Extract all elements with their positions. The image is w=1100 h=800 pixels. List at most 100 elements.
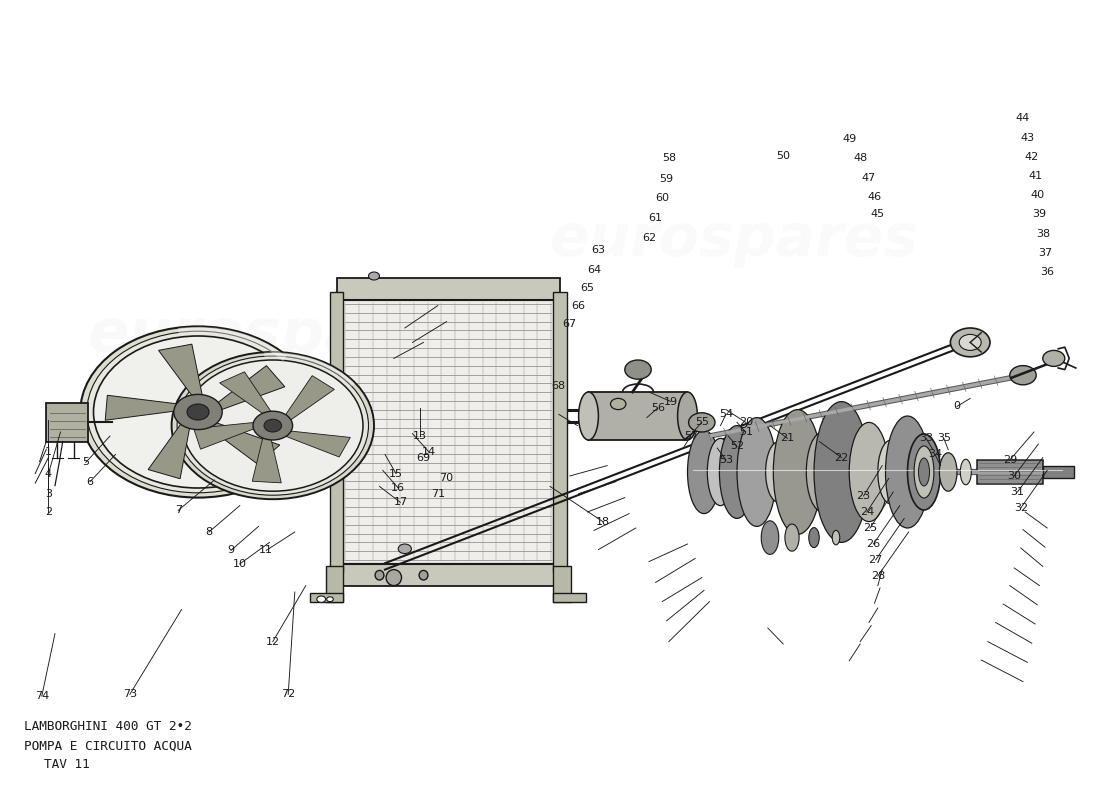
Circle shape: [610, 398, 626, 410]
Circle shape: [625, 360, 651, 379]
Circle shape: [950, 328, 990, 357]
Text: 8: 8: [206, 527, 212, 537]
Text: 16: 16: [392, 483, 405, 493]
Text: 73: 73: [123, 690, 136, 699]
Circle shape: [368, 272, 379, 280]
Text: 25: 25: [864, 523, 877, 533]
Text: 31: 31: [1011, 487, 1024, 497]
Text: 51: 51: [739, 427, 752, 437]
Text: 55: 55: [695, 418, 708, 427]
Text: 1: 1: [45, 447, 52, 457]
Text: 54: 54: [719, 410, 733, 419]
Text: 18: 18: [596, 517, 609, 526]
Text: 48: 48: [854, 154, 867, 163]
Ellipse shape: [960, 459, 971, 485]
Text: 34: 34: [928, 450, 942, 459]
Text: 11: 11: [260, 546, 273, 555]
Polygon shape: [194, 422, 265, 449]
Text: 58: 58: [662, 154, 675, 163]
Text: 28: 28: [871, 571, 884, 581]
Circle shape: [174, 394, 222, 430]
Text: 66: 66: [572, 302, 585, 311]
Text: 38: 38: [1036, 229, 1049, 238]
Text: 56: 56: [651, 403, 664, 413]
Circle shape: [187, 404, 209, 420]
Circle shape: [1043, 350, 1065, 366]
Text: 41: 41: [1028, 171, 1042, 181]
FancyBboxPatch shape: [326, 566, 343, 602]
Text: 6: 6: [87, 477, 94, 486]
Text: 65: 65: [581, 283, 594, 293]
FancyBboxPatch shape: [1043, 466, 1074, 478]
Ellipse shape: [878, 440, 904, 504]
Text: 3: 3: [45, 490, 52, 499]
Text: 4: 4: [45, 469, 52, 478]
Ellipse shape: [849, 422, 889, 522]
Text: 29: 29: [1003, 455, 1016, 465]
FancyBboxPatch shape: [341, 300, 556, 564]
Circle shape: [959, 334, 981, 350]
Text: TAV 11: TAV 11: [44, 758, 90, 771]
Text: 19: 19: [664, 397, 678, 406]
Text: 62: 62: [642, 234, 656, 243]
Text: 24: 24: [860, 507, 873, 517]
Polygon shape: [280, 376, 334, 426]
Polygon shape: [252, 430, 282, 483]
Text: 40: 40: [1031, 190, 1044, 200]
Text: 64: 64: [587, 265, 601, 274]
Ellipse shape: [886, 416, 929, 528]
Ellipse shape: [737, 418, 777, 526]
FancyBboxPatch shape: [337, 564, 560, 586]
Circle shape: [80, 326, 316, 498]
Text: 2: 2: [45, 507, 52, 517]
Circle shape: [253, 411, 293, 440]
Polygon shape: [148, 414, 191, 478]
Circle shape: [264, 419, 282, 432]
Ellipse shape: [719, 426, 755, 518]
Text: 60: 60: [656, 194, 669, 203]
Polygon shape: [158, 344, 205, 406]
Polygon shape: [209, 366, 285, 414]
Text: 36: 36: [1041, 267, 1054, 277]
Text: 61: 61: [649, 213, 662, 222]
FancyBboxPatch shape: [588, 392, 688, 440]
Circle shape: [317, 596, 326, 602]
Polygon shape: [198, 418, 279, 464]
Text: 68: 68: [552, 381, 565, 390]
Circle shape: [398, 544, 411, 554]
Text: 45: 45: [871, 210, 884, 219]
Text: 15: 15: [389, 469, 403, 478]
Ellipse shape: [386, 570, 402, 586]
Circle shape: [94, 336, 302, 488]
Circle shape: [172, 352, 374, 499]
Text: 50: 50: [777, 151, 790, 161]
Text: 33: 33: [920, 434, 933, 443]
Text: 69: 69: [417, 453, 430, 462]
Text: 46: 46: [868, 192, 881, 202]
Circle shape: [183, 360, 363, 491]
Text: POMPA E CIRCUITO ACQUA: POMPA E CIRCUITO ACQUA: [24, 739, 191, 752]
Text: eurospares: eurospares: [550, 211, 918, 269]
Circle shape: [689, 413, 715, 432]
Ellipse shape: [707, 438, 734, 506]
Text: 22: 22: [835, 453, 848, 462]
Text: 7: 7: [175, 506, 182, 515]
Polygon shape: [220, 372, 276, 418]
Ellipse shape: [688, 430, 720, 514]
FancyBboxPatch shape: [553, 292, 566, 572]
Text: 23: 23: [857, 491, 870, 501]
FancyBboxPatch shape: [310, 593, 343, 602]
Text: 20: 20: [739, 418, 752, 427]
Text: 74: 74: [35, 691, 48, 701]
Ellipse shape: [833, 530, 839, 545]
Text: 13: 13: [414, 431, 427, 441]
Ellipse shape: [914, 446, 934, 498]
Text: 21: 21: [781, 434, 794, 443]
Text: 71: 71: [431, 490, 444, 499]
Ellipse shape: [918, 458, 930, 486]
Text: eurospares: eurospares: [88, 306, 474, 366]
Ellipse shape: [678, 392, 697, 440]
Text: 57: 57: [684, 431, 697, 441]
Ellipse shape: [761, 521, 779, 554]
Text: 43: 43: [1021, 133, 1034, 142]
